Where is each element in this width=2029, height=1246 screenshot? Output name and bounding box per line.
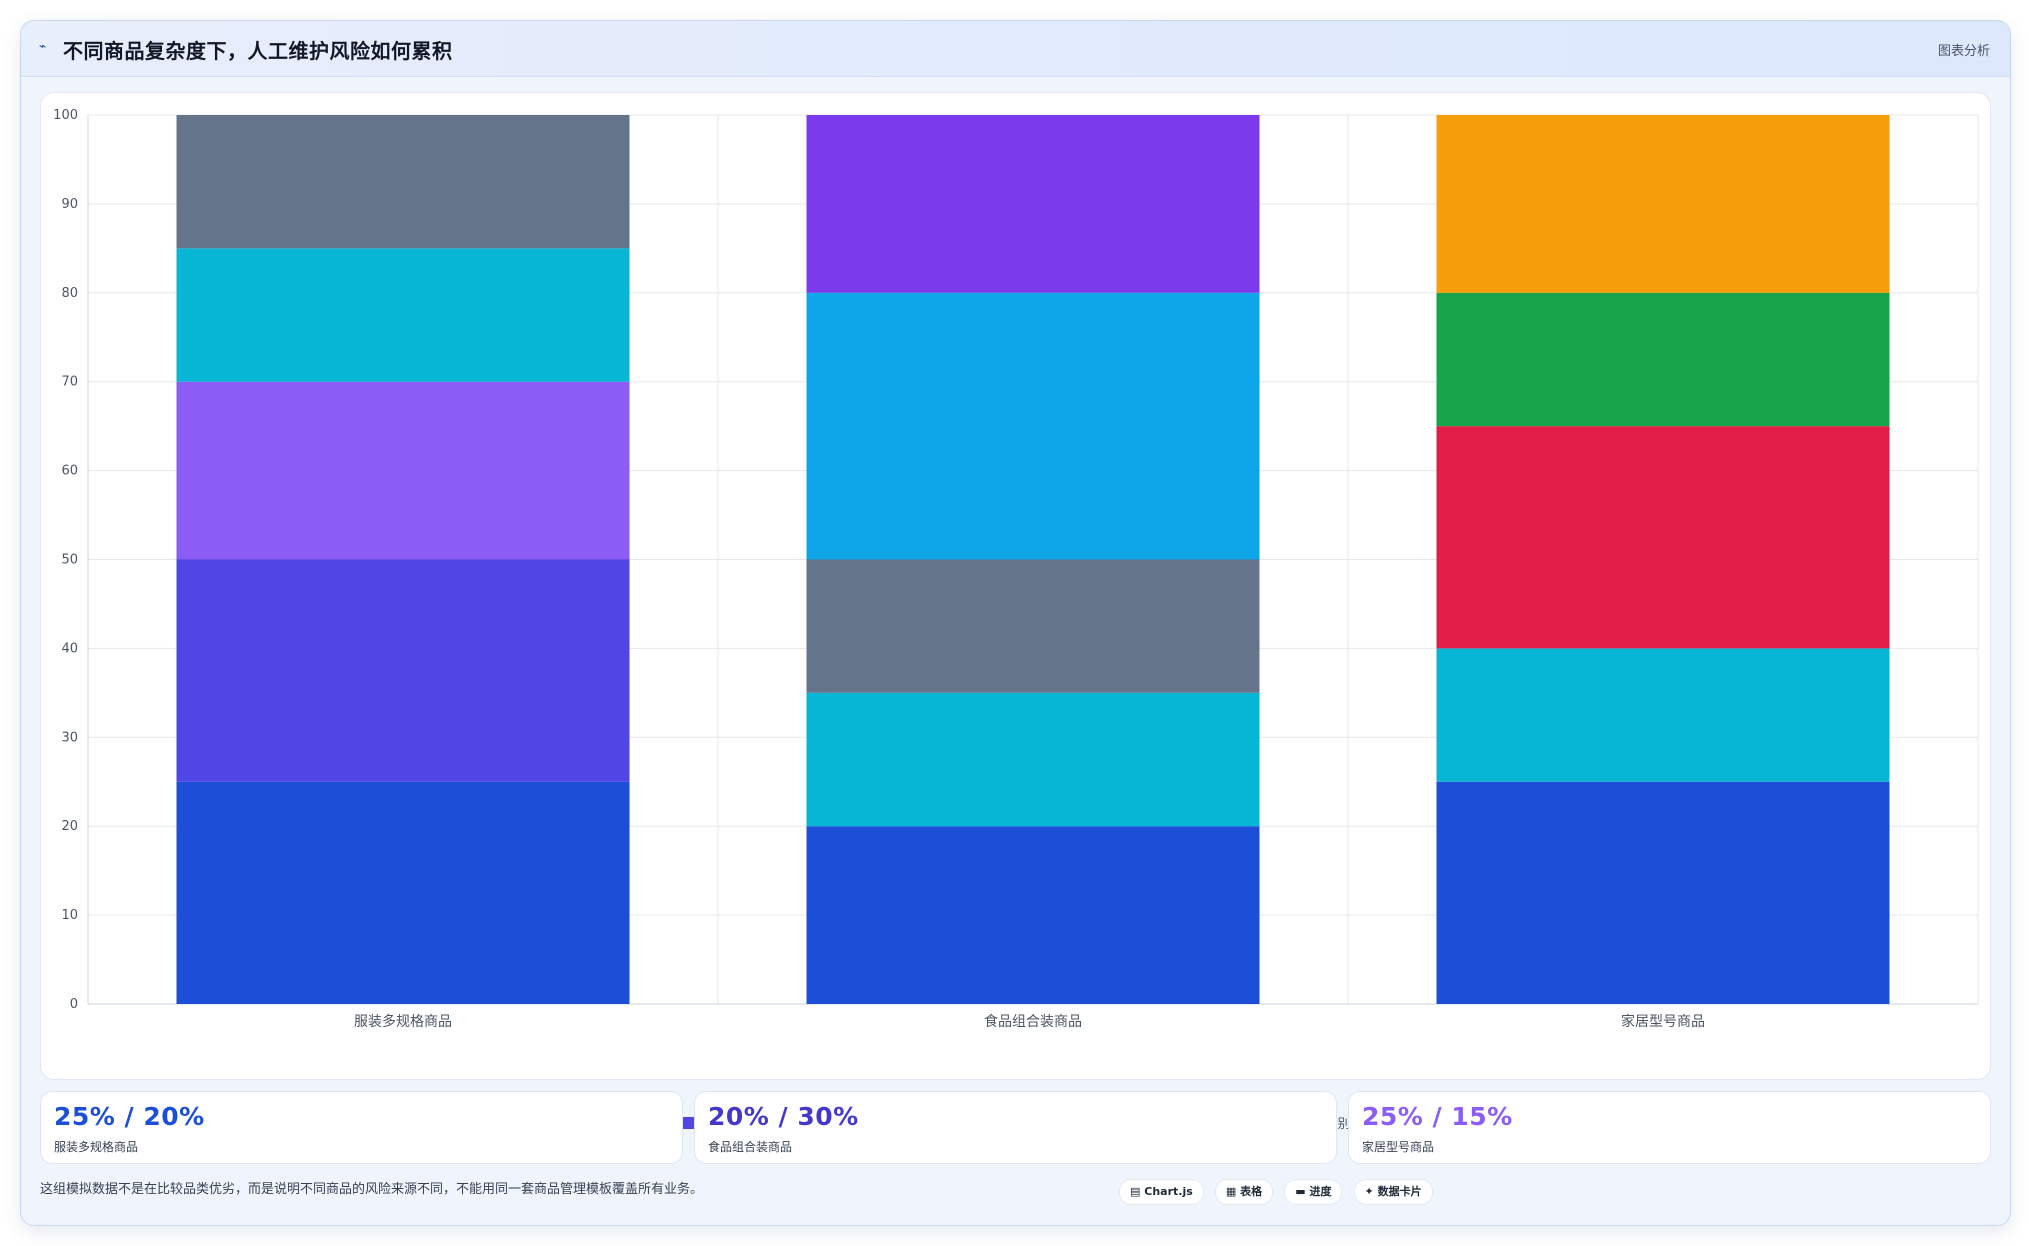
tag-label: 表格 [1240,1185,1263,1198]
stat-card-label: 服装多规格商品 [54,1140,139,1154]
x-tick-label: 服装多规格商品 [354,1013,452,1030]
y-tick-label: 50 [61,553,78,568]
header-bar: ⌁ 不同商品复杂度下，人工维护风险如何累积 图表分析 [21,21,2010,77]
footnote: 这组模拟数据不是在比较品类优劣，而是说明不同商品的风险来源不同，不能用同一套商品… [40,1182,704,1197]
y-tick-label: 20 [61,819,78,834]
bar-segment [176,248,630,382]
bar-segment [176,115,630,249]
tag-label: 进度 [1309,1185,1332,1198]
bar-segment [1436,292,1890,427]
y-tick-label: 80 [61,286,78,301]
y-tick-label: 90 [61,197,78,212]
tag-progress[interactable]: ▬ 进度 [1284,1179,1343,1205]
stat-card-label: 食品组合装商品 [708,1140,793,1154]
bar-segment [806,559,1260,693]
tag-label: Chart.js [1144,1185,1193,1198]
chart-icon: ▤ [1130,1185,1141,1198]
stacked-bar-chart: 0 10 20 30 40 50 60 70 80 90 100 服装多规格商品 食品组合装商品 家居型号… [53,108,1979,1030]
bar-segment [1436,648,1890,782]
table-icon: ▦ [1225,1185,1237,1198]
y-tick-label: 60 [61,464,78,479]
bar-segment [806,292,1260,560]
bar-segment [176,559,630,782]
y-tick-label: 40 [61,641,78,656]
y-tick-label: 30 [61,730,78,745]
legend-swatch [680,1116,697,1129]
dashboard-frame: ⌁ 不同商品复杂度下，人工维护风险如何累积 图表分析 0 10 20 30 40 50 60… [20,20,2011,1226]
x-tick-label: 家居型号商品 [1621,1013,1705,1030]
tag-chartjs[interactable]: ▤ Chart.js [1119,1179,1204,1205]
bar-segment [1436,115,1890,293]
y-tick-label: 10 [61,908,78,923]
stat-card: 20% / 30% 食品组合装商品 [694,1091,1337,1164]
stat-card: 25% / 20% 服装多规格商品 [40,1091,683,1164]
y-tick-label: 70 [61,375,78,390]
stat-card-value: 25% / 20% [54,1102,205,1131]
bar-segment [176,381,630,560]
x-tick-label: 食品组合装商品 [984,1013,1082,1030]
tag-label: 数据卡片 [1377,1185,1422,1198]
tag-list: ▤ Chart.js ▦ 表格 ▬ 进度 ✦ 数据卡片 [1119,1179,1439,1205]
stat-card-label: 家居型号商品 [1362,1140,1435,1154]
tag-data-card[interactable]: ✦ 数据卡片 [1353,1179,1433,1205]
card-icon: ✦ [1364,1185,1374,1198]
chart-trend-icon: ⌁ [39,39,47,53]
bar-segment [1436,781,1890,1004]
bar-segment [176,781,630,1004]
page-title: 不同商品复杂度下，人工维护风险如何累积 [63,39,453,63]
stat-card-value: 20% / 30% [708,1102,859,1131]
stat-card-value: 25% / 15% [1362,1102,1513,1131]
chart-card: 0 10 20 30 40 50 60 70 80 90 100 服装多规格商品 食品组合装商品 家居型号… [40,92,1991,1132]
tag-table[interactable]: ▦ 表格 [1214,1179,1274,1205]
y-tick-label: 100 [53,108,78,123]
bar-segment [806,692,1260,827]
stat-cards: 25% / 20% 服装多规格商品 20% / 30% 食品组合装商品 25% … [40,1091,1991,1164]
stat-card: 25% / 15% 家居型号商品 [1348,1091,1991,1164]
y-tick-label: 0 [70,997,78,1012]
bar-segment [806,115,1260,293]
progress-icon: ▬ [1295,1185,1306,1198]
chart-analysis-link[interactable]: 图表分析 [1937,44,1990,59]
bar-segment [1436,426,1890,649]
bar-segment [806,826,1260,1004]
